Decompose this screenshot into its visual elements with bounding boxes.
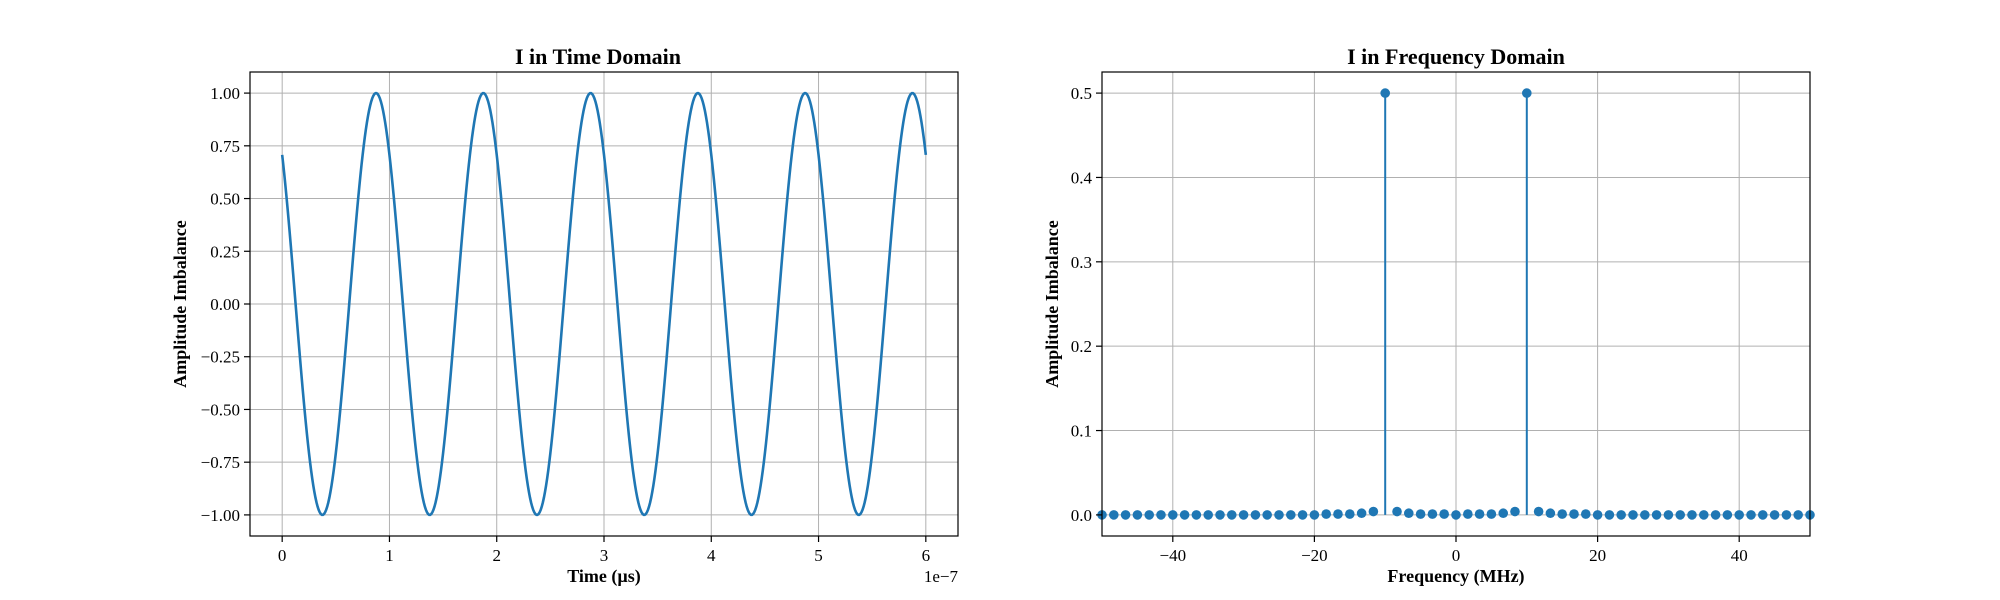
stem-marker xyxy=(1415,509,1426,519)
stem-marker xyxy=(1592,510,1603,520)
frequency-domain-chart: I in Frequency Domain −40 −20 0 20 40 0.0 0.1 0… xyxy=(1042,44,1815,587)
stem-marker xyxy=(1781,510,1792,520)
stem-marker xyxy=(1616,510,1626,520)
y-axis-label: Amplitude Imbalance xyxy=(170,220,190,388)
stem-marker xyxy=(1545,508,1556,519)
stem-marker xyxy=(1345,509,1355,519)
x-tick-label: 1 xyxy=(385,546,394,565)
stem-marker xyxy=(1368,506,1379,517)
stem-marker xyxy=(1215,510,1225,520)
stem-marker xyxy=(1628,510,1638,520)
stem-marker xyxy=(1403,508,1414,519)
x-tick-label: 40 xyxy=(1731,546,1748,565)
x-axis-label: Frequency (MHz) xyxy=(1387,566,1524,587)
y-tick-label: −0.75 xyxy=(201,453,240,472)
x-tick-label: −40 xyxy=(1160,546,1187,565)
stem-marker xyxy=(1651,510,1662,520)
stem-marker xyxy=(1168,510,1178,520)
stem-marker xyxy=(1309,510,1320,520)
y-axis-label: Amplitude Imbalance xyxy=(1042,220,1062,388)
stem-marker xyxy=(1734,510,1744,520)
stem-marker xyxy=(1286,510,1296,520)
stem-marker xyxy=(1522,88,1532,98)
x-tick-label: 5 xyxy=(814,546,823,565)
stem-marker xyxy=(1675,510,1686,520)
stem-marker xyxy=(1179,510,1190,520)
y-tick-label: 0.3 xyxy=(1071,253,1092,272)
y-tick-label: 0.0 xyxy=(1071,506,1092,525)
stem-marker xyxy=(1474,509,1485,519)
stem-marker xyxy=(1498,508,1509,519)
stem-marker xyxy=(1722,510,1733,520)
y-tick-label: 0.50 xyxy=(210,190,240,209)
y-tick-label: 0.1 xyxy=(1071,422,1092,441)
x-axis-label: Time (µs) xyxy=(567,566,641,587)
stem-marker xyxy=(1262,510,1272,520)
y-tick-label: 0.75 xyxy=(210,137,240,156)
y-tick-label: −1.00 xyxy=(201,506,240,525)
stem-marker xyxy=(1191,510,1202,520)
stem-marker xyxy=(1109,510,1119,520)
stem-marker xyxy=(1533,506,1544,517)
stem-marker xyxy=(1439,509,1449,519)
stem-marker xyxy=(1687,510,1697,520)
chart-title: I in Frequency Domain xyxy=(1347,44,1565,69)
y-tick-label: 1.00 xyxy=(210,84,240,103)
stem-marker xyxy=(1226,510,1237,520)
stem-marker xyxy=(1569,509,1579,519)
x-tick-label: 0 xyxy=(1452,546,1461,565)
stem-marker xyxy=(1203,510,1213,520)
chart-title: I in Time Domain xyxy=(515,44,681,69)
stem-marker xyxy=(1463,509,1473,519)
stem-marker xyxy=(1510,506,1520,517)
stem-marker xyxy=(1769,510,1780,520)
y-tick-label: 0.5 xyxy=(1071,84,1092,103)
x-tick-label: 2 xyxy=(492,546,501,565)
x-tick-label: 20 xyxy=(1589,546,1606,565)
stem-marker xyxy=(1451,510,1461,520)
stem-marker xyxy=(1663,510,1674,520)
stem-marker xyxy=(1580,509,1591,519)
series-line xyxy=(280,91,928,517)
x-tick-label: 6 xyxy=(922,546,931,565)
stem-marker xyxy=(1793,510,1803,520)
x-offset-label: 1e−7 xyxy=(924,567,959,586)
stem-marker xyxy=(1380,88,1390,98)
y-tick-label: 0.00 xyxy=(210,295,240,314)
x-tick-label: 0 xyxy=(278,546,287,565)
stem-marker xyxy=(1238,510,1249,520)
y-tick-label: −0.25 xyxy=(201,348,240,367)
stem-marker xyxy=(1274,510,1284,520)
stem-marker xyxy=(1156,510,1166,520)
y-tick-label: 0.25 xyxy=(210,242,240,261)
y-tick-label: 0.4 xyxy=(1071,168,1093,187)
x-tick-label: 4 xyxy=(707,546,716,565)
stem-marker xyxy=(1699,510,1709,520)
stem-marker xyxy=(1392,506,1402,517)
stem-marker xyxy=(1557,509,1567,519)
stem-marker xyxy=(1757,510,1768,520)
stem-marker xyxy=(1604,510,1615,520)
y-tick-label: −0.50 xyxy=(201,400,240,419)
x-tick-label: 3 xyxy=(600,546,609,565)
stem-marker xyxy=(1120,510,1131,520)
y-tick-label: 0.2 xyxy=(1071,337,1092,356)
stem-marker xyxy=(1640,510,1650,520)
stem-marker xyxy=(1297,510,1308,520)
stem-marker xyxy=(1132,510,1143,520)
stem-marker xyxy=(1710,510,1721,520)
stem-marker xyxy=(1356,508,1367,519)
stem-marker xyxy=(1746,510,1756,520)
time-domain-chart: I in Time Domain 0 1 2 3 4 5 6 −1.00 −0.75 −0.50 −… xyxy=(170,44,959,587)
stem-marker xyxy=(1250,510,1261,520)
stem-marker xyxy=(1333,509,1343,519)
stem-marker xyxy=(1321,509,1332,519)
stem-marker xyxy=(1144,510,1155,520)
x-tick-label: −20 xyxy=(1301,546,1328,565)
stem-marker xyxy=(1427,509,1438,519)
stem-marker xyxy=(1486,509,1497,519)
